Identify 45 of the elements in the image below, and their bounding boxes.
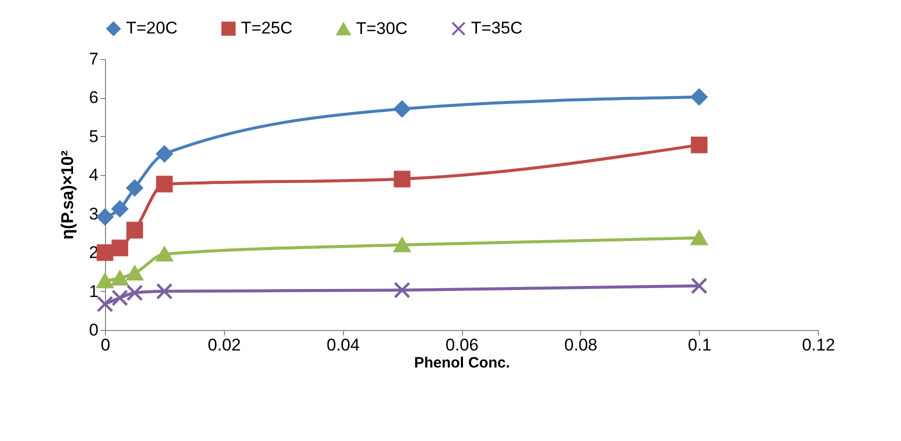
y-tick-label: 0 <box>89 320 98 340</box>
point <box>96 296 114 312</box>
point <box>112 240 128 256</box>
point <box>112 290 128 306</box>
x-tick-label: 0.1 <box>688 336 712 354</box>
point <box>126 180 144 196</box>
legend-label: T=30C <box>356 19 408 38</box>
point <box>690 136 708 154</box>
x-tick-label: 0.12 <box>802 336 836 354</box>
point <box>394 237 410 252</box>
y-tick-label: 5 <box>89 126 98 146</box>
point <box>96 244 114 261</box>
x-tick-label: 0.06 <box>445 336 479 354</box>
point <box>394 282 410 298</box>
y-tick-label: 6 <box>89 88 98 108</box>
point <box>156 176 173 192</box>
x-axis-title: Phenol Conc. <box>414 354 510 372</box>
point <box>156 282 173 300</box>
point <box>394 100 410 118</box>
y-tick-label: 3 <box>89 204 98 224</box>
point <box>156 246 173 262</box>
y-tick-label: 7 <box>89 50 98 68</box>
point <box>126 222 144 238</box>
point <box>112 200 128 218</box>
x-tick-label: 0 <box>100 336 110 354</box>
legend-label: T=20C <box>126 18 178 38</box>
x-tick-label: 0.08 <box>564 336 598 354</box>
point <box>156 146 173 162</box>
y-tick-label: 2 <box>89 243 98 262</box>
y-tick-label: 4 <box>89 166 98 185</box>
y-axis-title: η(P.sa)×10² <box>58 150 78 240</box>
point <box>112 270 128 286</box>
point <box>690 278 708 294</box>
point <box>690 88 708 106</box>
point <box>126 284 144 302</box>
y-tick-label: 1 <box>89 282 98 301</box>
x-tick-label: 0.02 <box>208 336 241 354</box>
point <box>690 230 708 246</box>
legend-label: T=25C <box>241 18 292 38</box>
point <box>394 170 410 188</box>
point <box>126 266 144 280</box>
x-tick-label: 0.04 <box>326 336 360 354</box>
legend-label: T=35C <box>471 18 522 38</box>
point <box>96 273 114 288</box>
point <box>96 208 114 226</box>
